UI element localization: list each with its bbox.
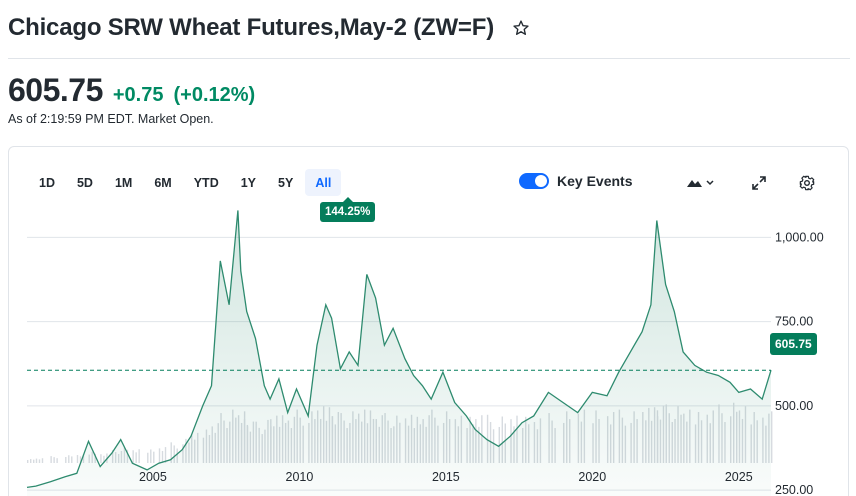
volume-bar (173, 445, 175, 463)
volume-bar (41, 458, 44, 463)
gear-icon (799, 175, 815, 191)
x-tick-label: 2025 (725, 470, 753, 484)
volume-bar (71, 456, 73, 463)
price-area (27, 210, 771, 496)
volume-bar (100, 454, 102, 463)
price-line (26, 210, 772, 489)
mountain-chart-icon (687, 180, 714, 187)
volume-bar (53, 457, 55, 463)
range-1y[interactable]: 1Y (240, 175, 257, 190)
x-axis-labels: 2005 2010 2015 2020 2025 (139, 470, 753, 484)
volume-bar (38, 459, 41, 463)
volume-bar (486, 414, 489, 463)
volume-bar (135, 452, 137, 463)
volume-bar (164, 447, 167, 463)
range-5y[interactable]: 5Y (278, 175, 294, 190)
range-all[interactable]: All (305, 169, 342, 196)
volume-bar (27, 459, 29, 463)
x-tick-label: 2005 (139, 470, 167, 484)
price-change: +0.75 (112, 84, 164, 106)
volume-bar (33, 459, 35, 463)
volume-bar (501, 416, 503, 463)
toggle-switch[interactable] (519, 173, 549, 189)
toggle-knob (535, 175, 547, 187)
volume-bar (76, 455, 79, 463)
chart-card: 1,000.00 750.00 500.00 250.00 2005 2010 2015 2… (8, 146, 849, 496)
volume-bar (153, 451, 155, 463)
price-change-percent: (+0.12%) (173, 84, 256, 106)
volume-bar (161, 450, 164, 463)
range-change-badge: 144.25% (320, 197, 376, 222)
y-tick-label: 750.00 (775, 315, 813, 329)
watchlist-star-icon[interactable] (510, 17, 532, 39)
range-1m[interactable]: 1M (114, 175, 133, 190)
volume-bar (138, 449, 140, 463)
chart-type-button[interactable] (686, 173, 718, 193)
volume-bar (79, 456, 82, 463)
current-price-tag: 605.75 (770, 333, 817, 355)
y-tick-label: 250.00 (775, 483, 813, 496)
clipped-breadcrumb (0, 0, 856, 6)
range-ytd[interactable]: YTD (193, 175, 219, 190)
volume-bar (771, 411, 773, 463)
volume-bar (30, 459, 32, 463)
volume-bar (50, 456, 52, 463)
key-events-label: Key Events (557, 173, 633, 189)
range-1d[interactable]: 1D (39, 175, 55, 190)
volume-bar (65, 456, 67, 463)
range-selector: 1D 5D 1M 6M YTD 1Y 5Y All (29, 169, 343, 196)
x-tick-label: 2015 (432, 470, 460, 484)
volume-bar (56, 458, 58, 463)
header-divider (8, 58, 850, 59)
volume-bar (147, 452, 149, 463)
volume-bar (150, 449, 152, 463)
expand-button[interactable] (749, 173, 769, 193)
key-events-toggle[interactable]: Key Events (519, 173, 632, 189)
y-tick-label: 1,000.00 (775, 230, 824, 244)
price-summary: 605.75 +0.75 (+0.12%) (8, 72, 255, 109)
as-of-timestamp: As of 2:19:59 PM EDT. Market Open. (8, 112, 214, 126)
settings-button[interactable] (797, 173, 817, 193)
volume-bar (132, 450, 134, 463)
volume-bar (158, 448, 161, 463)
x-tick-label: 2010 (286, 470, 314, 484)
expand-icon (752, 176, 766, 190)
volume-bar (170, 442, 172, 463)
range-6m[interactable]: 6M (154, 175, 172, 190)
page-title: Chicago SRW Wheat Futures,May-2 (ZW=F) (8, 14, 494, 41)
x-tick-label: 2020 (578, 470, 606, 484)
range-5d[interactable]: 5D (76, 175, 93, 190)
y-axis-labels: 1,000.00 750.00 500.00 250.00 (775, 230, 824, 496)
volume-bar (103, 455, 105, 463)
quote-header: Chicago SRW Wheat Futures,May-2 (ZW=F) (8, 14, 532, 42)
last-price: 605.75 (8, 72, 103, 108)
volume-bar (35, 458, 38, 463)
y-tick-label: 500.00 (775, 399, 813, 413)
volume-bar (68, 455, 70, 463)
